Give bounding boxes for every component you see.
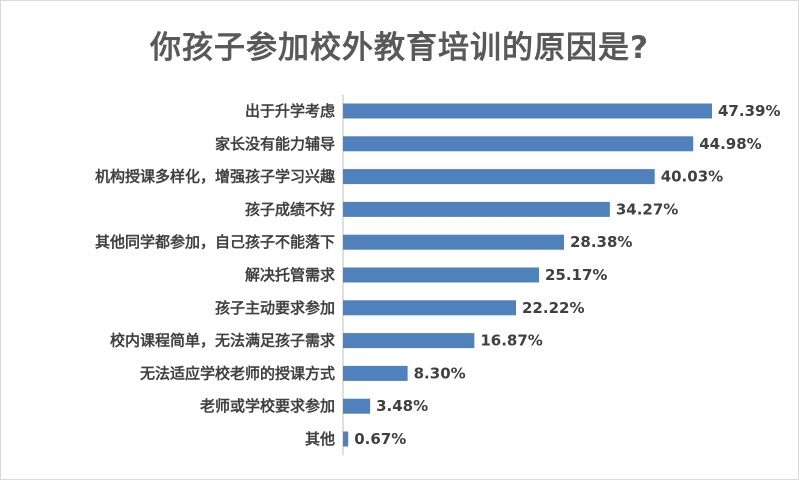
chart-title: 你孩子参加校外教育培训的原因是? (150, 30, 649, 66)
category-label: 校内课程简单，无法满足孩子需求 (110, 332, 336, 350)
bar (343, 431, 349, 447)
category-label: 家长没有能力辅导 (215, 135, 335, 153)
data-label: 22.22% (522, 299, 584, 317)
category-label: 孩子成绩不好 (245, 200, 335, 218)
category-label: 解决托管需求 (245, 266, 336, 284)
bar (343, 201, 610, 217)
data-label: 40.03% (661, 168, 723, 186)
data-label: 25.17% (545, 266, 607, 284)
data-label: 16.87% (480, 332, 542, 350)
bar (343, 234, 564, 250)
bar (343, 365, 408, 381)
bar (343, 103, 712, 119)
bar (343, 169, 655, 185)
data-label: 3.48% (376, 397, 428, 415)
data-label: 44.98% (699, 135, 761, 153)
category-label: 其他 (305, 430, 335, 448)
category-label: 老师或学校要求参加 (199, 397, 335, 415)
bar (343, 267, 539, 283)
bar (343, 300, 517, 316)
data-label: 47.39% (718, 102, 780, 120)
category-label: 机构授课多样化，增强孩子学习兴趣 (95, 168, 336, 186)
bar (343, 136, 694, 152)
bar (343, 398, 371, 414)
data-label: 28.38% (570, 233, 632, 251)
category-label: 孩子主动要求参加 (215, 299, 335, 317)
data-label: 0.67% (354, 430, 406, 448)
category-label: 无法适应学校老师的授课方式 (139, 364, 335, 382)
data-label: 8.30% (414, 364, 466, 382)
bar (343, 333, 475, 349)
category-label: 其他同学都参加，自己孩子不能落下 (95, 233, 335, 251)
category-label: 出于升学考虑 (245, 102, 335, 120)
data-label: 34.27% (616, 200, 678, 218)
